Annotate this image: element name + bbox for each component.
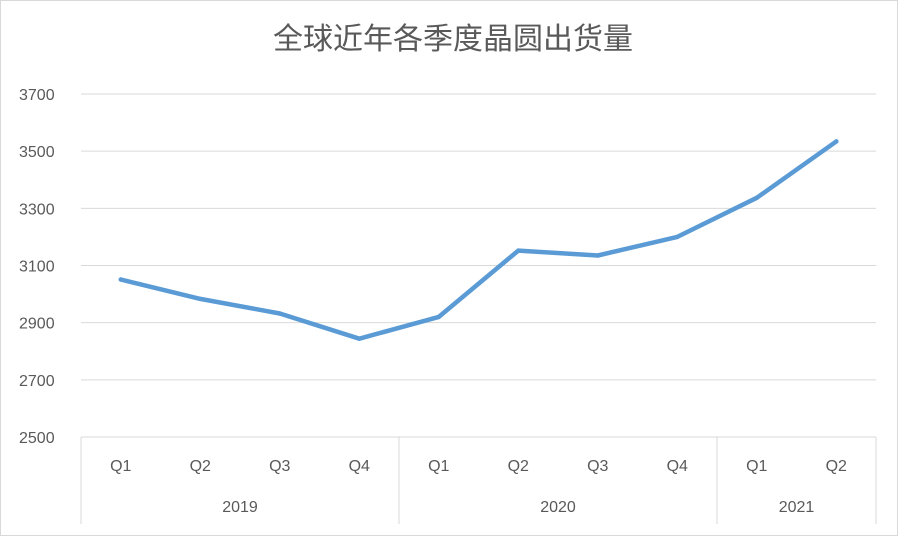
x-tick-label: Q2	[826, 458, 847, 475]
data-point	[834, 139, 839, 144]
y-tick-label: 3300	[19, 201, 55, 218]
x-tick-label: Q2	[190, 458, 211, 475]
data-point	[277, 311, 282, 316]
x-tick-label: Q4	[667, 458, 688, 475]
x-tick-label: Q3	[587, 458, 608, 475]
x-tick-label: Q1	[428, 458, 449, 475]
chart-title: 全球近年各季度晶圆出货量	[273, 22, 633, 57]
data-point	[436, 314, 441, 320]
series-line	[118, 139, 839, 341]
data-point	[754, 195, 759, 200]
y-tick-label: 3500	[19, 144, 55, 161]
data-point	[198, 296, 203, 302]
data-point	[118, 277, 123, 282]
data-point	[357, 336, 362, 341]
x-tick-label: Q4	[349, 458, 370, 475]
x-group-label: 2019	[222, 499, 258, 516]
y-tick-label: 3700	[19, 87, 55, 104]
y-tick-label: 2900	[19, 316, 55, 333]
data-point	[516, 248, 521, 253]
x-axis: Q1 Q2 Q3 Q4 Q1 Q2 Q3 Q4 Q1 Q2 2019 2020 2021	[80, 437, 877, 524]
x-group-label: 2020	[540, 499, 576, 516]
x-tick-label: Q3	[269, 458, 290, 475]
x-tick-label: Q1	[110, 458, 131, 475]
y-tick-label: 2700	[19, 373, 55, 390]
y-axis-ticks: 2500 2700 2900 3100 3300 3500 3700	[19, 87, 55, 447]
x-tick-label: Q1	[746, 458, 767, 475]
data-point	[595, 253, 600, 258]
data-point	[675, 234, 680, 240]
gridlines	[81, 93, 876, 438]
x-tick-label: Q2	[508, 458, 529, 475]
y-tick-label: 2500	[19, 430, 55, 447]
x-group-label: 2021	[779, 499, 815, 516]
y-tick-label: 3100	[19, 259, 55, 276]
series-layer	[118, 139, 839, 341]
